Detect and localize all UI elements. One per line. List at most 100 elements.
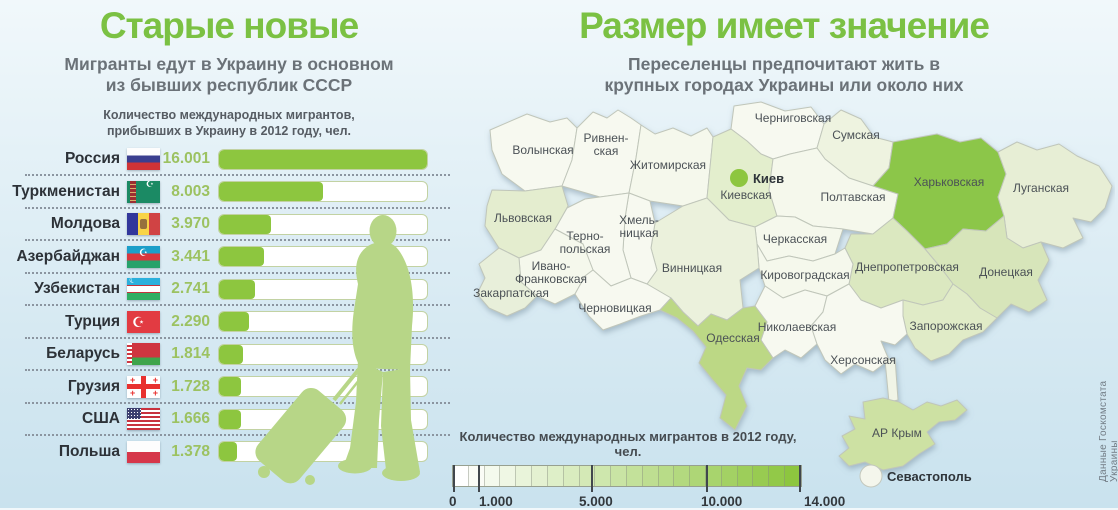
region-kherson [810, 283, 908, 375]
dotted-separator [25, 304, 450, 306]
value-label: 1.728 [171, 377, 210, 395]
dotted-separator [25, 434, 450, 436]
legend-cell [484, 466, 501, 486]
dotted-separator [25, 336, 450, 339]
bar-fill [219, 344, 243, 364]
sevastopol-city-dot [859, 464, 883, 488]
region-label-lviv: Львовская [494, 211, 552, 225]
source-note: Данные Госкомстата Украины [1098, 380, 1118, 482]
map-cities: Киев Севастополь [730, 169, 972, 488]
region-label-khmelnytsky: Хмель-ницкая [619, 213, 659, 240]
left-subtitle-line2: из бывших республик СССР [105, 75, 353, 95]
region-label-volyn: Волынская [512, 143, 573, 157]
poland-flag-icon [127, 440, 160, 463]
legend-tick [799, 465, 801, 492]
bar-row: Турция 2.290 [0, 309, 458, 335]
legend-cell [547, 466, 564, 486]
legend-cell [753, 466, 770, 486]
bar-row: Беларусь 1.814 [0, 341, 458, 367]
right-subtitle-line2: крупных городах Украины или около них [604, 75, 964, 95]
region-zaporizhzhia [902, 283, 998, 362]
value-label: 1.814 [171, 345, 210, 362]
bar-row: Узбекистан 2.741 [0, 276, 458, 302]
value-label: 2.741 [171, 280, 210, 297]
legend-cell [737, 466, 754, 486]
region-label-poltava: Полтавская [821, 190, 886, 204]
region-label-zaporizhzhia: Запорожская [909, 319, 982, 333]
moldova-flag-icon [127, 213, 160, 235]
bar-heading-line1: Количество международных мигрантов, [103, 108, 355, 122]
region-label-ternopil: Терно-польская [560, 229, 611, 256]
bar-heading-line2: прибывших в Украину в 2012 году, чел. [106, 124, 352, 138]
bar-track [218, 408, 428, 430]
azerbaijan-flag-icon [127, 245, 160, 268]
region-label-ivano: Ивано-Франковская [515, 259, 587, 286]
country-label: Грузия [67, 377, 120, 395]
region-isthmus [884, 357, 899, 403]
map-legend: Количество международных мигрантов в 201… [449, 429, 872, 510]
legend-cell [626, 466, 643, 486]
region-label-chernihiv: Черниговская [755, 111, 831, 125]
value-label: 2.290 [171, 312, 210, 330]
left-subtitle-line1: Мигранты едут в Украину в основном [64, 54, 394, 74]
legend-cell [769, 466, 786, 486]
legend-cell [721, 466, 738, 486]
region-label-sumy: Сумская [832, 128, 879, 142]
legend-title: Количество международных мигрантов в 201… [459, 429, 797, 459]
bar-row: США 1.666 [0, 406, 458, 432]
legend-tick [706, 465, 708, 492]
bar-fill [219, 279, 255, 299]
region-label-zakarpattia: Закарпатская [473, 286, 549, 300]
country-label: Турция [65, 312, 120, 330]
legend-tick-label: 14.000 [804, 494, 846, 509]
region-label-rivne: Ривнен-ская [583, 131, 628, 158]
region-label-kirovohrad: Кировоградская [760, 268, 849, 282]
country-label: Азербайджан [16, 247, 120, 265]
kyiv-city-dot [730, 169, 748, 187]
dotted-separator [25, 239, 450, 241]
russia-flag-icon [127, 148, 160, 170]
region-label-chernivtsi: Черновицкая [578, 301, 651, 315]
left-panel-subtitle: Мигранты едут в Украину в основном из бы… [0, 54, 458, 96]
value-label: 16.001 [162, 150, 210, 167]
legend-cell [468, 466, 485, 486]
right-panel-subtitle: Переселенцы предпочитают жить в крупных … [458, 54, 1110, 96]
region-luhansk [997, 141, 1113, 249]
legend-cell [690, 466, 706, 486]
dotted-separator [25, 174, 450, 176]
legend-cell [611, 466, 627, 486]
bar-track [218, 246, 428, 267]
legend-gradient-bar [452, 465, 802, 492]
region-label-kyiv_obl: Киевская [720, 188, 771, 202]
legend-cell [706, 466, 722, 486]
legend-cell [563, 466, 580, 486]
bar-row: Молдова 3.970 [0, 211, 458, 237]
region-label-cherkasy: Черкасская [763, 232, 827, 246]
region-odesa [659, 297, 774, 431]
legend-cell [516, 466, 533, 486]
legend-tick [478, 465, 480, 492]
dotted-separator [25, 271, 450, 274]
kyiv-city-label: Киев [753, 171, 784, 186]
country-label: США [82, 410, 120, 427]
bar-row: Азербайджан 3.441 [0, 244, 458, 270]
bar-track [218, 376, 428, 397]
legend-cell [658, 466, 675, 486]
legend-tick [591, 465, 593, 492]
bar-track [218, 181, 428, 202]
legend-cell [674, 466, 691, 486]
country-label: Беларусь [46, 345, 120, 362]
legend-tick-labels: 0 1.000 5.000 10.000 14.000 [449, 494, 872, 510]
left-panel: Старые новые Мигранты едут в Украину в о… [0, 0, 458, 139]
value-label: 3.970 [171, 215, 210, 232]
bar-row: Россия 16.001 [0, 146, 458, 172]
country-label: Польша [58, 442, 120, 460]
value-label: 1.378 [171, 442, 210, 460]
georgia-flag-icon [127, 375, 160, 398]
uzbekistan-flag-icon [127, 278, 160, 300]
region-label-dnipro: Днепропетровская [855, 260, 959, 274]
bar-track [218, 213, 428, 235]
bar-row: Грузия 1.728 [0, 374, 458, 400]
